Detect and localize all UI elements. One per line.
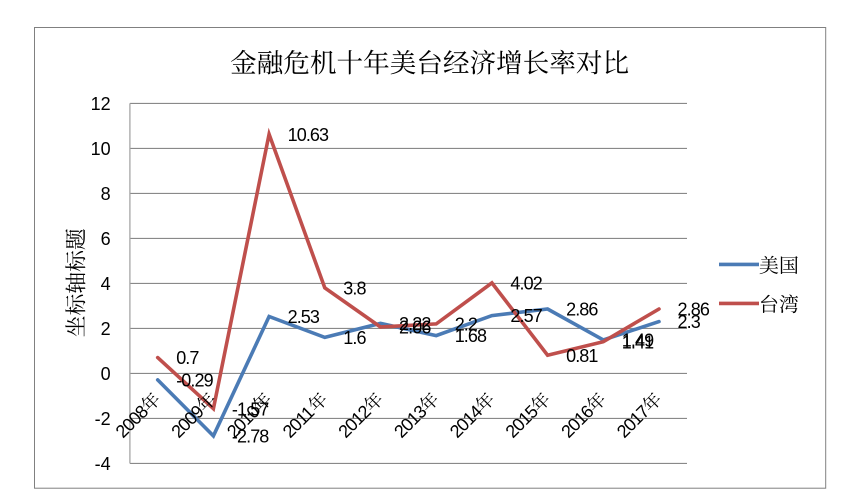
svg-text:2015: 2015 — [502, 401, 543, 442]
svg-text:0.81: 0.81 — [566, 346, 598, 366]
svg-text:-2: -2 — [95, 409, 111, 429]
svg-text:2009: 2009 — [167, 401, 208, 442]
svg-text:2.2: 2.2 — [455, 315, 478, 335]
svg-text:2.06: 2.06 — [399, 318, 431, 338]
svg-text:2.22: 2.22 — [399, 314, 431, 334]
svg-text:2.86: 2.86 — [566, 300, 598, 320]
svg-text:2016: 2016 — [557, 401, 598, 442]
svg-text:-1.57: -1.57 — [232, 399, 269, 419]
svg-text:10.63: 10.63 — [288, 125, 329, 145]
svg-text:4.02: 4.02 — [510, 274, 542, 294]
svg-text:2013: 2013 — [390, 401, 431, 442]
svg-text:10: 10 — [91, 139, 111, 159]
svg-text:2.57: 2.57 — [510, 306, 542, 326]
svg-text:2012: 2012 — [334, 401, 375, 442]
svg-text:2011: 2011 — [279, 402, 319, 442]
svg-text:2.86: 2.86 — [678, 300, 710, 320]
svg-text:12: 12 — [91, 94, 111, 114]
svg-text:1.41: 1.41 — [622, 332, 654, 352]
svg-text:2008: 2008 — [112, 401, 153, 442]
svg-text:2014: 2014 — [446, 401, 487, 442]
svg-text:0: 0 — [101, 364, 111, 384]
svg-text:2: 2 — [101, 319, 111, 339]
svg-text:0.7: 0.7 — [176, 348, 199, 368]
svg-text:8: 8 — [101, 184, 111, 204]
svg-text:1.6: 1.6 — [343, 328, 366, 348]
svg-text:-2.78: -2.78 — [232, 427, 269, 447]
svg-text:4: 4 — [101, 274, 111, 294]
svg-text:-0.29: -0.29 — [176, 371, 213, 391]
svg-text:1.68: 1.68 — [455, 326, 487, 346]
svg-text:6: 6 — [101, 229, 111, 249]
svg-text:3.8: 3.8 — [343, 279, 366, 299]
svg-text:-4: -4 — [95, 454, 111, 474]
svg-text:2.53: 2.53 — [288, 307, 320, 327]
svg-text:2.3: 2.3 — [678, 312, 701, 332]
svg-text:1.49: 1.49 — [622, 331, 654, 351]
svg-text:2017: 2017 — [613, 401, 654, 442]
